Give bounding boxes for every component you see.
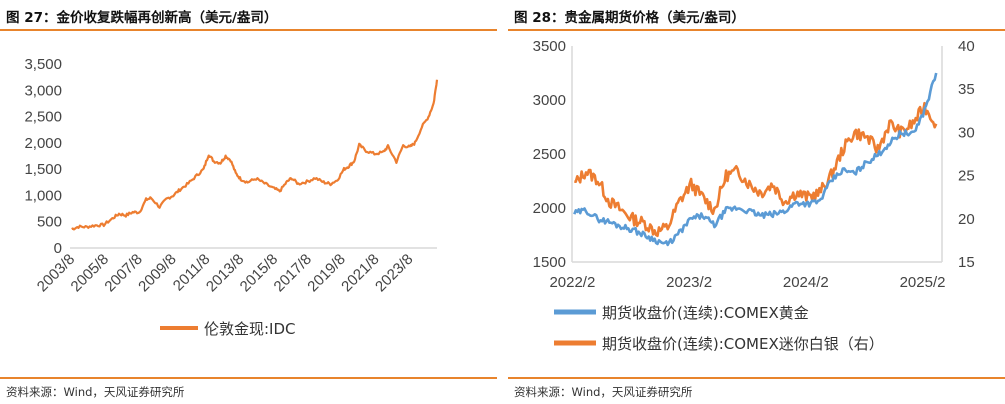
precious-metals-futures-chart: 1500 2000 2500 3000 3500 15 20 25 30 35 40 2022/2 20… bbox=[533, 38, 975, 353]
y-tick-label: 2000 bbox=[533, 200, 566, 217]
x-tick-label: 2023/2 bbox=[666, 274, 712, 291]
y-tick-label: 3000 bbox=[533, 92, 566, 109]
y-tick-label: 500 bbox=[37, 214, 62, 231]
y2-tick-label: 40 bbox=[958, 38, 975, 55]
y2-tick-label: 20 bbox=[958, 211, 975, 228]
legend-label-gold: 期货收盘价(连续):COMEX黄金 bbox=[602, 304, 809, 322]
figure-28-title: 图 28：贵金属期货价格（美元/盎司） bbox=[514, 10, 745, 26]
y-tick-label: 3500 bbox=[533, 38, 566, 55]
y-tick-label: 1500 bbox=[533, 254, 566, 271]
y-tick-label: 3,500 bbox=[24, 56, 62, 73]
figure-27-title: 图 27：金价收复跌幅再创新高（美元/盎司） bbox=[6, 10, 278, 26]
y-tick-label: 2,500 bbox=[24, 109, 62, 126]
gold-price-series-line bbox=[71, 79, 439, 231]
x-tick-label: 2009/8 bbox=[135, 251, 179, 295]
x-tick-label: 2022/2 bbox=[549, 274, 595, 291]
bottom-rule bbox=[508, 377, 1005, 379]
legend-label-silver: 期货收盘价(连续):COMEX迷你白银（右） bbox=[602, 335, 884, 353]
y2-tick-label: 35 bbox=[958, 81, 975, 98]
top-rule bbox=[0, 29, 497, 31]
y-tick-label: 2500 bbox=[533, 146, 566, 163]
figure-28-source: 资料来源：Wind，天风证券研究所 bbox=[514, 385, 693, 399]
gold-price-chart: 05001,0001,5002,0002,5003,0003,5002003/8… bbox=[24, 56, 439, 338]
y2-tick-label: 15 bbox=[958, 254, 975, 271]
silver-futures-series-line bbox=[574, 101, 938, 238]
bottom-rule bbox=[0, 377, 497, 379]
x-tick-label: 2023/8 bbox=[372, 251, 416, 295]
x-tick-label: 2025/2 bbox=[900, 274, 946, 291]
top-rule bbox=[508, 29, 1005, 31]
y-tick-label: 2,000 bbox=[24, 135, 62, 152]
y-tick-label: 1,000 bbox=[24, 187, 62, 204]
legend-label: 伦敦金现:IDC bbox=[204, 320, 296, 338]
gold-futures-series-line bbox=[573, 72, 938, 247]
figure-27-source: 资料来源：Wind，天风证券研究所 bbox=[6, 385, 185, 399]
figure-28-panel: 图 28：贵金属期货价格（美元/盎司） 1500 2000 2500 3000 3500… bbox=[508, 0, 1005, 404]
x-tick-label: 2024/2 bbox=[783, 274, 829, 291]
y2-tick-label: 25 bbox=[958, 168, 975, 185]
y-tick-label: 0 bbox=[54, 240, 62, 257]
y-tick-label: 3,000 bbox=[24, 82, 62, 99]
figure-27-panel: 图 27：金价收复跌幅再创新高（美元/盎司） 0 500 1,000 1,500 2,0… bbox=[0, 0, 497, 404]
y2-tick-label: 30 bbox=[958, 124, 975, 141]
y-tick-label: 1,500 bbox=[24, 161, 62, 178]
